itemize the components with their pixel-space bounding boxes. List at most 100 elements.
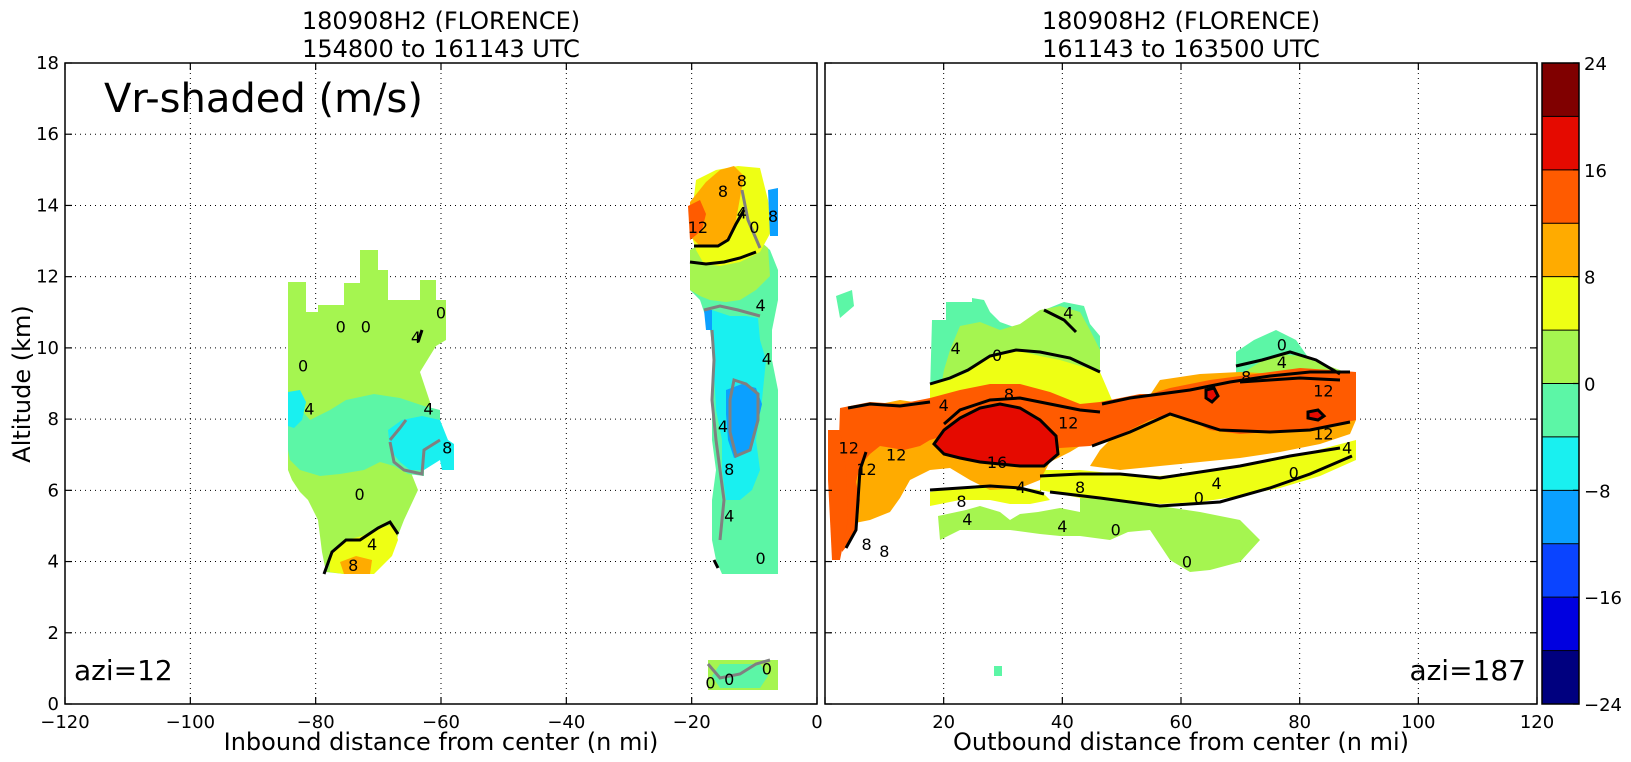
colorbar-tick-label: −24 bbox=[1584, 695, 1622, 716]
right-contours bbox=[844, 308, 1353, 549]
contour-label: 0 bbox=[298, 357, 308, 376]
contour-label: 0 bbox=[756, 549, 766, 568]
contour-label: 4 bbox=[1277, 353, 1287, 372]
x-tick-label: 100 bbox=[1401, 712, 1435, 733]
right-contour-16 bbox=[932, 386, 1327, 468]
x-tick-label: 0 bbox=[811, 712, 822, 733]
contour-label: 8 bbox=[737, 172, 747, 191]
colorbar-swatch bbox=[1542, 223, 1579, 278]
y-tick-label: 10 bbox=[36, 338, 59, 359]
colorbar-swatch bbox=[1542, 597, 1579, 652]
x-tick-label: 80 bbox=[1288, 712, 1311, 733]
contour-label: 0 bbox=[1111, 521, 1121, 540]
right-azimuth-label: azi=187 bbox=[1409, 654, 1526, 687]
contour-label: 8 bbox=[768, 207, 778, 226]
contour-label: 8 bbox=[879, 542, 889, 561]
left-column-neg8-edge bbox=[704, 310, 712, 330]
y-axis-label: Altitude (km) bbox=[8, 305, 36, 462]
colorbar-swatch bbox=[1542, 650, 1579, 705]
contour-label: 4 bbox=[1016, 478, 1026, 497]
x-tick-label: −20 bbox=[673, 712, 711, 733]
right-contour-12 bbox=[844, 370, 1351, 549]
contour-label: 4 bbox=[411, 328, 421, 347]
left-contour-0 bbox=[388, 419, 441, 476]
contour-label: 4 bbox=[718, 417, 728, 436]
colorbar-swatch bbox=[1542, 116, 1579, 171]
x-tick-label: −100 bbox=[166, 712, 215, 733]
contour-label: 4 bbox=[939, 396, 949, 415]
contour-label: 12 bbox=[688, 218, 708, 237]
right-contour-4 bbox=[929, 308, 1353, 508]
colorbar-tick-label: −16 bbox=[1584, 588, 1622, 609]
y-tick-label: 0 bbox=[48, 694, 59, 715]
colorbar-swatch bbox=[1542, 383, 1579, 438]
x-tick-label: 60 bbox=[1170, 712, 1193, 733]
variable-annotation: Vr-shaded (m/s) bbox=[104, 76, 423, 122]
left-contour-0-upper bbox=[703, 189, 771, 680]
colorbar-tick-label: 24 bbox=[1584, 54, 1607, 75]
colorbar-swatch bbox=[1542, 63, 1579, 117]
contour-label: 8 bbox=[442, 439, 452, 458]
contour-label: 12 bbox=[1313, 424, 1333, 443]
contour-label: 0 bbox=[361, 318, 371, 337]
y-tick-label: 2 bbox=[48, 623, 59, 644]
x-tick-label: 40 bbox=[1051, 712, 1074, 733]
contour-label: 8 bbox=[724, 460, 734, 479]
left-region-neg8-west bbox=[288, 390, 306, 428]
left-title-line1: 180908H2 (FLORENCE) bbox=[302, 7, 580, 35]
left-azimuth-label: azi=12 bbox=[74, 654, 173, 687]
contour-label: 0 bbox=[705, 674, 715, 693]
contour-label: 0 bbox=[992, 346, 1002, 365]
contour-label: 0 bbox=[724, 670, 734, 689]
contour-label: 0 bbox=[1277, 335, 1287, 354]
contour-label: 4 bbox=[367, 535, 377, 554]
right-y-ticks bbox=[825, 62, 1537, 705]
contour-label: 0 bbox=[1289, 464, 1299, 483]
left-bottom-patch-b bbox=[712, 664, 768, 688]
contour-label: 0 bbox=[354, 485, 364, 504]
y-tick-label: 14 bbox=[36, 195, 59, 216]
contour-label: 8 bbox=[1241, 367, 1251, 386]
contour-label: 4 bbox=[1212, 474, 1222, 493]
contour-label: 12 bbox=[856, 460, 876, 479]
colorbar-tick-label: 8 bbox=[1584, 268, 1595, 289]
contour-label: 4 bbox=[756, 296, 766, 315]
colorbar-tick-label: −8 bbox=[1584, 481, 1611, 502]
y-tick-label: 6 bbox=[48, 480, 59, 501]
y-tick-label: 8 bbox=[48, 409, 59, 430]
contour-label: 12 bbox=[839, 439, 859, 458]
x-tick-label: −80 bbox=[297, 712, 335, 733]
colorbar-swatch bbox=[1542, 490, 1579, 545]
right-x-axis-label: Outbound distance from center (n mi) bbox=[953, 728, 1409, 756]
contour-label: 8 bbox=[956, 492, 966, 511]
contour-label: 12 bbox=[1058, 414, 1078, 433]
contour-label: 0 bbox=[1182, 553, 1192, 572]
left-shading bbox=[288, 166, 778, 690]
left-y-ticks: 0 2 4 6 8 10 12 14 16 18 bbox=[36, 53, 817, 715]
left-x-ticks: −120 −100 −80 −60 −40 −20 0 bbox=[40, 63, 823, 733]
contour-label: 4 bbox=[1057, 517, 1067, 536]
contour-label: 4 bbox=[737, 204, 747, 223]
x-tick-label: 20 bbox=[932, 712, 955, 733]
y-tick-label: 12 bbox=[36, 267, 59, 288]
colorbar-tick-label: 16 bbox=[1584, 161, 1607, 182]
left-region-neg8-neg4 bbox=[388, 416, 454, 470]
x-tick-label: −60 bbox=[422, 712, 460, 733]
contour-label: 12 bbox=[886, 446, 906, 465]
contour-label: 0 bbox=[336, 318, 346, 337]
contour-label: 4 bbox=[950, 339, 960, 358]
contour-label: 4 bbox=[1342, 439, 1352, 458]
contour-label: 4 bbox=[1063, 303, 1073, 322]
left-column-8-12 bbox=[690, 166, 744, 246]
contour-label: 4 bbox=[423, 399, 433, 418]
left-gridlines bbox=[65, 63, 817, 704]
colorbar-swatch bbox=[1542, 169, 1579, 224]
contour-label: 16 bbox=[987, 453, 1007, 472]
contour-label: 4 bbox=[304, 399, 314, 418]
contour-label: 4 bbox=[762, 350, 772, 369]
left-title-line2: 154800 to 161143 UTC bbox=[302, 35, 580, 63]
contour-label: 8 bbox=[718, 182, 728, 201]
